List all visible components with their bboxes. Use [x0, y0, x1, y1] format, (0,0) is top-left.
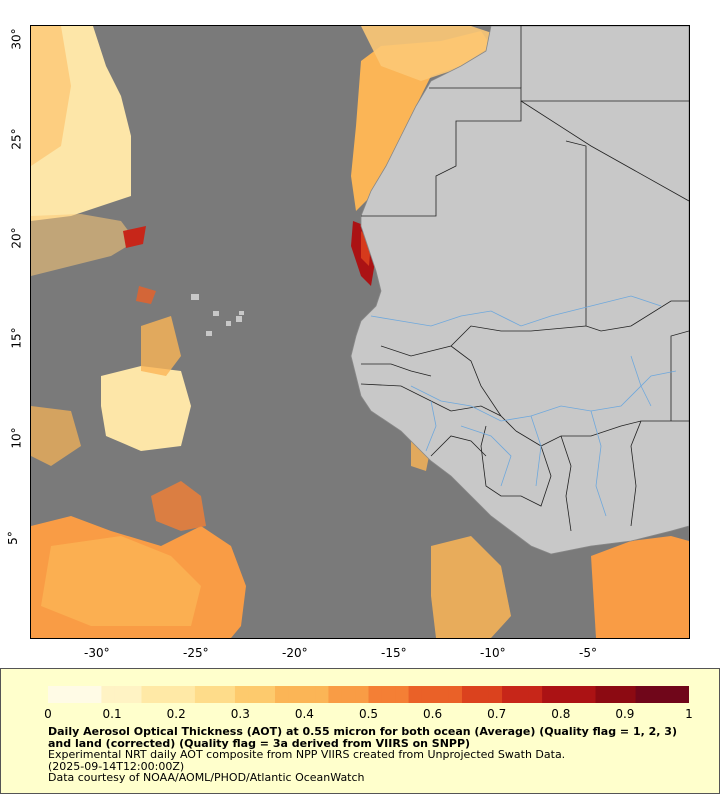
colorbar-swatch [595, 686, 610, 703]
colorbar-swatch [542, 686, 556, 703]
colorbar-swatch [141, 686, 156, 703]
colorbar-swatch [48, 686, 62, 703]
legend-title: Daily Aerosol Optical Thickness (AOT) at… [48, 725, 677, 750]
legend-panel: 0 0.1 0.2 0.3 0.4 0.5 0.6 0.7 0.8 0.9 1 Daily Aero… [0, 668, 720, 794]
colorbar-swatch [368, 686, 383, 703]
y-tick-label: 5° [5, 531, 20, 545]
colorbar-swatch [435, 686, 450, 703]
map-area[interactable] [30, 25, 690, 639]
colorbar-swatch [662, 686, 677, 703]
colorbar-swatch [114, 686, 129, 703]
legend-line-1: Experimental NRT daily AOT composite fro… [48, 748, 566, 761]
rivers [370, 295, 677, 517]
colorbar-swatch [74, 686, 89, 703]
colorbar-swatch [128, 686, 142, 703]
colorbar-swatch [568, 686, 583, 703]
legend-text: Daily Aerosol Optical Thickness (AOT) at… [48, 726, 688, 784]
colorbar-tick-label: 0.1 [102, 707, 122, 721]
colorbar-swatch [648, 686, 663, 703]
colorbar-swatch [261, 686, 276, 703]
aot-patches [31, 26, 689, 638]
x-tick-label: -15° [381, 646, 407, 660]
colorbar-tick-label: 0.8 [551, 707, 571, 721]
cape-verde-islands [191, 294, 244, 336]
colorbar-swatch [101, 686, 116, 703]
y-tick-label: 15° [9, 327, 24, 349]
colorbar-swatch [461, 686, 476, 703]
colorbar-tick-label: 0.7 [487, 707, 507, 721]
y-tick-label: 20° [9, 227, 24, 249]
colorbar-swatch [635, 686, 650, 703]
colorbar-swatch [448, 686, 463, 703]
colorbar-tick-label: 1 [685, 707, 693, 721]
y-tick-label: 30° [9, 28, 24, 50]
y-tick-label: 25° [9, 128, 24, 150]
colorbar-swatch [221, 686, 236, 703]
colorbar-swatch [408, 686, 423, 703]
country-borders [360, 26, 689, 532]
colorbar-tick-label: 0.3 [230, 707, 250, 721]
y-tick-label: 10° [9, 427, 24, 449]
colorbar-tick-label: 0.2 [166, 707, 186, 721]
colorbar-swatch [528, 686, 543, 703]
colorbar-swatch [208, 686, 223, 703]
colorbar-swatch [608, 686, 623, 703]
colorbar-swatch [381, 686, 396, 703]
colorbar-tick-label: 0.5 [358, 707, 379, 721]
colorbar-swatch [275, 686, 289, 703]
colorbar-swatch [168, 686, 183, 703]
colorbar-swatch [502, 686, 516, 703]
colorbar-swatch [194, 686, 209, 703]
colorbar-swatch [555, 686, 570, 703]
colorbar-swatch [61, 686, 76, 703]
colorbar-swatch [622, 686, 637, 703]
x-tick-label: -25° [183, 646, 209, 660]
x-tick-label: -10° [480, 646, 506, 660]
colorbar-swatch [475, 686, 490, 703]
colorbar-swatch [341, 686, 356, 703]
colorbar-swatch [154, 686, 169, 703]
colorbar-swatch [488, 686, 503, 703]
colorbar-swatch [88, 686, 102, 703]
colorbar-tick-label: 0.6 [423, 707, 443, 721]
colorbar-swatch [355, 686, 369, 703]
colorbar-swatch [328, 686, 343, 703]
aot-map [31, 26, 689, 638]
legend-line-2: (2025-09-14T12:00:00Z) [48, 759, 185, 773]
colorbar-swatch [421, 686, 436, 703]
colorbar-swatch [315, 686, 329, 703]
colorbar-swatch [288, 686, 303, 703]
x-tick-label: -30° [84, 646, 110, 660]
colorbar-swatch [234, 686, 249, 703]
colorbar-tick-label: 0 [44, 707, 52, 721]
colorbar-swatch [301, 686, 316, 703]
legend-line-3: Data courtesy of NOAA/AOML/PHOD/Atlantic… [48, 771, 365, 784]
colorbar-tick-label: 0.9 [615, 707, 635, 721]
x-tick-label: -5° [579, 646, 597, 660]
colorbar [48, 686, 689, 703]
colorbar-swatch [181, 686, 196, 703]
colorbar-swatch [675, 686, 689, 703]
colorbar-swatch [582, 686, 597, 703]
colorbar-tick-label: 0.4 [294, 707, 314, 721]
colorbar-swatch [248, 686, 263, 703]
colorbar-swatch [515, 686, 530, 703]
colorbar-swatch [395, 686, 410, 703]
x-tick-label: -20° [282, 646, 308, 660]
